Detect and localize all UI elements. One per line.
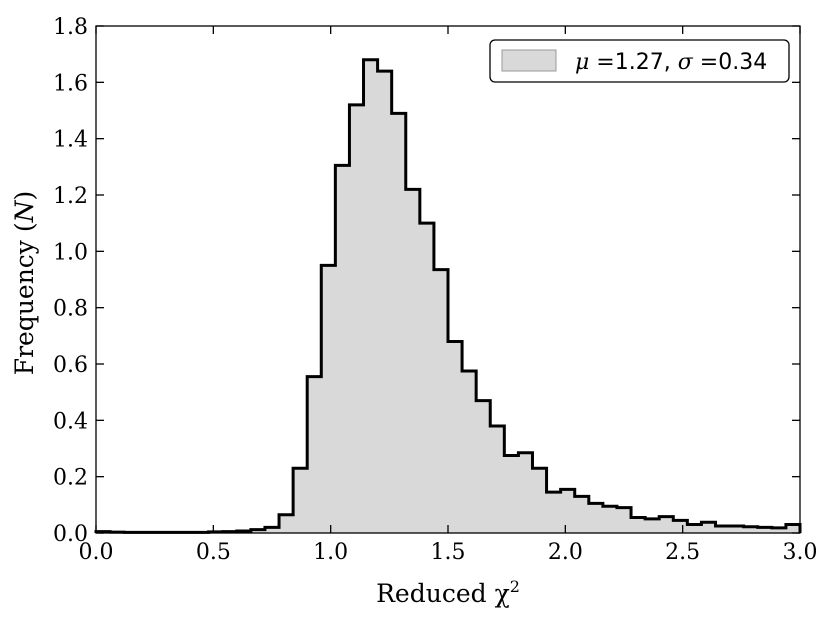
histogram-bar (659, 517, 673, 533)
histogram-bar (547, 492, 561, 533)
y-tick-label: 1.0 (53, 240, 88, 265)
legend-swatch (501, 49, 557, 72)
y-tick-label: 1.6 (53, 71, 88, 96)
histogram-bar (617, 508, 631, 533)
x-axis-ticks: 0.0 0.5 1.0 1.5 2.0 2.5 3.0 (79, 26, 818, 565)
histogram-bar (392, 113, 406, 533)
histogram-bar (532, 468, 546, 533)
y-tick-label: 0.8 (53, 297, 88, 322)
histogram-bar (462, 371, 476, 533)
histogram-bar (293, 468, 307, 533)
histogram-bar (265, 527, 279, 533)
x-tick-label: 2.5 (665, 540, 700, 565)
histogram-bar (335, 165, 349, 533)
histogram-bar (448, 341, 462, 533)
y-tick-label: 0.2 (53, 466, 88, 491)
histogram-bar (476, 401, 490, 533)
histogram-bar (349, 105, 363, 533)
histogram-bar (645, 519, 659, 533)
histogram-bar (490, 426, 504, 533)
histogram-bar (378, 71, 392, 533)
histogram-bar (307, 377, 321, 533)
histogram-bar (744, 527, 758, 533)
histogram-bar (364, 60, 378, 533)
x-tick-label: 0.5 (196, 540, 231, 565)
histogram-bar (603, 506, 617, 533)
x-tick-label: 0.0 (79, 540, 114, 565)
histogram-bar (434, 270, 448, 533)
histogram-bar (561, 489, 575, 533)
histogram-bar (716, 526, 730, 533)
histogram-bar (518, 453, 532, 533)
x-tick-label: 3.0 (783, 540, 818, 565)
y-tick-label: 0.6 (53, 353, 88, 378)
x-axis-label: Reduced χ2 (376, 577, 520, 608)
histogram-bar (758, 527, 772, 533)
plot-area (94, 58, 802, 534)
histogram-bar (321, 265, 335, 533)
x-tick-label: 2.0 (548, 540, 583, 565)
y-axis-ticks: 0.0 0.2 0.4 0.6 0.8 1.0 1.2 1.4 1.6 1.8 (53, 15, 800, 547)
histogram-bar (631, 518, 645, 533)
y-tick-label: 1.2 (53, 184, 88, 209)
y-tick-label: 0.4 (53, 409, 88, 434)
histogram-bar (772, 528, 786, 533)
x-tick-label: 1.5 (431, 540, 466, 565)
histogram-bar (575, 496, 589, 533)
legend-box (489, 39, 790, 83)
histogram-bar (687, 525, 701, 533)
y-tick-label: 1.8 (53, 15, 88, 40)
histogram-outline (94, 58, 802, 534)
histogram-bar (673, 520, 687, 533)
histogram-bar (589, 503, 603, 533)
histogram-bar (701, 522, 715, 533)
y-tick-label: 0.0 (53, 522, 88, 547)
x-tick-label: 1.0 (313, 540, 348, 565)
histogram-bar (279, 515, 293, 533)
histogram-bar (786, 525, 800, 533)
y-tick-label: 1.4 (53, 128, 88, 153)
legend: μ =1.27, σ =0.34 (489, 39, 790, 83)
y-axis-label: Frequency (N) (10, 191, 39, 376)
histogram-bar (730, 526, 744, 533)
histogram-bar (406, 189, 420, 533)
histogram-bar (504, 456, 518, 533)
histogram-bar (420, 223, 434, 533)
legend-entry: μ =1.27, σ =0.34 (575, 50, 767, 75)
